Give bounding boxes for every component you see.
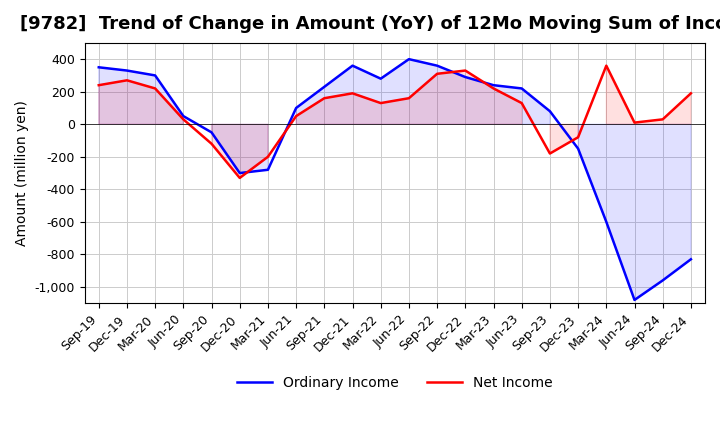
- Ordinary Income: [461, 74, 469, 80]
- Ordinary Income: [433, 63, 441, 68]
- Ordinary Income: [264, 167, 272, 172]
- Net Income: [658, 117, 667, 122]
- Ordinary Income: [546, 109, 554, 114]
- Ordinary Income: [94, 65, 103, 70]
- Ordinary Income: [122, 68, 131, 73]
- Ordinary Income: [687, 257, 696, 262]
- Ordinary Income: [518, 86, 526, 91]
- Ordinary Income: [320, 84, 328, 89]
- Net Income: [264, 154, 272, 159]
- Y-axis label: Amount (million yen): Amount (million yen): [15, 100, 29, 246]
- Net Income: [546, 151, 554, 156]
- Net Income: [377, 100, 385, 106]
- Ordinary Income: [179, 114, 188, 119]
- Net Income: [292, 114, 300, 119]
- Ordinary Income: [235, 170, 244, 176]
- Net Income: [348, 91, 357, 96]
- Ordinary Income: [150, 73, 159, 78]
- Ordinary Income: [292, 105, 300, 110]
- Ordinary Income: [207, 130, 216, 135]
- Ordinary Income: [377, 76, 385, 81]
- Ordinary Income: [405, 56, 413, 62]
- Title: [9782]  Trend of Change in Amount (YoY) of 12Mo Moving Sum of Incomes: [9782] Trend of Change in Amount (YoY) o…: [20, 15, 720, 33]
- Net Income: [602, 63, 611, 68]
- Ordinary Income: [489, 83, 498, 88]
- Legend: Ordinary Income, Net Income: Ordinary Income, Net Income: [232, 370, 558, 395]
- Net Income: [122, 78, 131, 83]
- Line: Net Income: Net Income: [99, 66, 691, 178]
- Net Income: [150, 86, 159, 91]
- Net Income: [489, 86, 498, 91]
- Ordinary Income: [348, 63, 357, 68]
- Ordinary Income: [658, 278, 667, 283]
- Net Income: [687, 91, 696, 96]
- Net Income: [518, 100, 526, 106]
- Net Income: [574, 135, 582, 140]
- Ordinary Income: [630, 297, 639, 303]
- Ordinary Income: [602, 219, 611, 224]
- Net Income: [320, 95, 328, 101]
- Net Income: [179, 117, 188, 122]
- Line: Ordinary Income: Ordinary Income: [99, 59, 691, 300]
- Net Income: [235, 175, 244, 180]
- Net Income: [433, 71, 441, 77]
- Net Income: [94, 83, 103, 88]
- Net Income: [630, 120, 639, 125]
- Net Income: [461, 68, 469, 73]
- Ordinary Income: [574, 146, 582, 151]
- Net Income: [207, 141, 216, 147]
- Net Income: [405, 95, 413, 101]
